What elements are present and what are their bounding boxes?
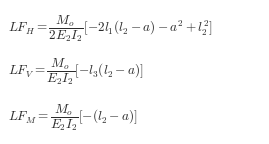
Text: $LF_M = \dfrac{M_o}{E_2I_2}[-(l_2-a)]$: $LF_M = \dfrac{M_o}{E_2I_2}[-(l_2-a)]$ bbox=[8, 103, 138, 133]
Text: $LF_H = \dfrac{M_o}{2E_2I_2}[-2l_1(l_2-a)-a^2+l_2^2]$: $LF_H = \dfrac{M_o}{2E_2I_2}[-2l_1(l_2-a… bbox=[8, 14, 213, 44]
Text: $LF_V = \dfrac{M_o}{E_2I_2}[-l_3(l_2-a)]$: $LF_V = \dfrac{M_o}{E_2I_2}[-l_3(l_2-a)]… bbox=[8, 57, 144, 87]
